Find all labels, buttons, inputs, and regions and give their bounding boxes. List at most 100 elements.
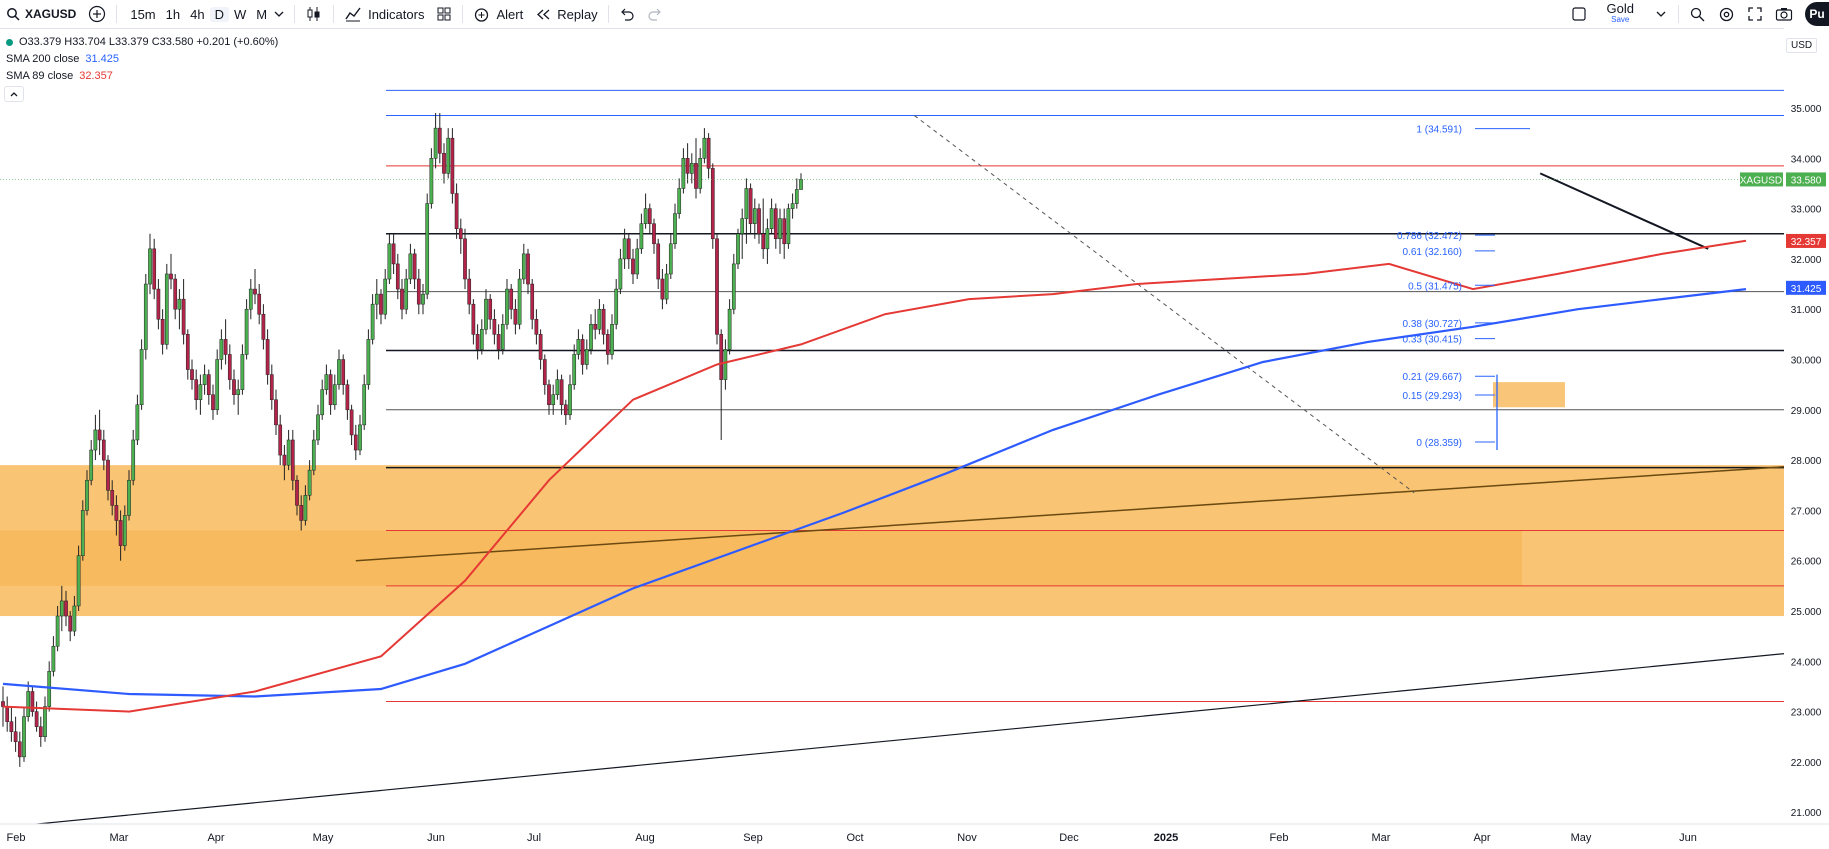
candle-129 (542, 359, 547, 385)
time-axis[interactable]: Feb Mar Apr May Jun Jul Aug Sep Oct Nov Dec 2025 Feb… (0, 823, 1829, 849)
candle-115 (484, 298, 488, 330)
expand-button[interactable] (1741, 0, 1769, 28)
candle-141 (593, 324, 598, 330)
interval-m[interactable]: M (256, 6, 268, 22)
layouts-button[interactable] (430, 0, 458, 28)
candle-18 (76, 555, 81, 607)
candle-131 (551, 394, 556, 406)
fib-label-7: 0.15 (29.293) (1403, 391, 1463, 402)
candle-86 (362, 384, 367, 426)
fullscreen-toggle[interactable] (1565, 0, 1593, 28)
candle-95 (400, 288, 404, 310)
compare-button[interactable] (82, 0, 112, 28)
candle-162 (681, 158, 686, 189)
candle-183 (769, 208, 774, 229)
price-badge-bg (1786, 172, 1826, 187)
candle-103 (433, 127, 438, 159)
trend-lines-layer (2, 115, 1810, 828)
snapshot-button[interactable] (1769, 0, 1799, 28)
candle-82 (345, 384, 350, 411)
chevron-down-icon[interactable] (272, 7, 286, 21)
sma89-row[interactable]: SMA 89 close 32.357 (6, 68, 278, 85)
sma200-row[interactable]: SMA 200 close 31.425 (6, 51, 278, 68)
publish-button[interactable]: Pu (1805, 2, 1829, 26)
candle-133 (559, 379, 564, 406)
interval-1h[interactable]: 1h (165, 6, 181, 22)
legend-collapse-button[interactable] (4, 86, 24, 102)
time-tick-label: Nov (957, 832, 977, 844)
indicators-icon (345, 7, 361, 22)
candle-147 (618, 258, 623, 290)
candle-40 (169, 273, 173, 280)
candle-20 (85, 479, 89, 511)
candles-layer (1, 113, 803, 767)
interval-d[interactable]: D (209, 6, 229, 22)
candle-25 (106, 459, 110, 491)
candle-186 (782, 218, 787, 245)
square-icon (1571, 7, 1586, 21)
sma200-value: 31.425 (85, 53, 120, 65)
plus-circle-icon (89, 5, 106, 23)
candle-31 (131, 439, 136, 481)
candle-132 (555, 379, 560, 395)
candle-73 (307, 469, 312, 496)
candle-51 (215, 359, 220, 411)
zone-2 (1493, 382, 1565, 408)
candle-166 (698, 158, 703, 189)
candle-149 (626, 238, 631, 260)
fib-label-1: 0.786 (32.472) (1397, 231, 1462, 242)
candle-118 (496, 334, 501, 350)
settings-button[interactable] (1712, 0, 1741, 28)
candle-156 (656, 243, 661, 280)
candle-91 (383, 278, 388, 315)
candle-97 (408, 253, 413, 280)
magnifier-icon (1690, 7, 1705, 21)
horizontal-lines-layer (386, 89, 1784, 703)
candle-77 (324, 374, 329, 390)
candle-108 (454, 193, 459, 229)
redo-button[interactable] (641, 0, 669, 28)
sma89-line (2, 239, 1747, 713)
interval-4h[interactable]: 4h (190, 6, 205, 22)
candle-4 (17, 741, 22, 758)
alert-button[interactable]: Alert (467, 0, 529, 28)
layout-dropdown[interactable] (1648, 0, 1674, 28)
candle-104 (437, 127, 442, 154)
price-tick-label: 31.000 (1791, 305, 1822, 316)
candle-119 (500, 324, 505, 350)
interval-w[interactable]: W (233, 6, 247, 22)
candle-48 (202, 374, 207, 385)
chart-type-button[interactable] (299, 0, 329, 28)
price-tick-label: 21.000 (1791, 808, 1822, 819)
layout-selector[interactable]: Gold Save (1593, 0, 1648, 28)
candle-50 (211, 394, 215, 411)
candle-173 (727, 308, 732, 350)
interval-15m[interactable]: 15m (130, 6, 156, 22)
quick-search-button[interactable] (1683, 0, 1712, 28)
candle-15 (64, 600, 68, 617)
candle-151 (635, 248, 640, 275)
price-axis[interactable]: 35.000 34.000 33.000 32.000 31.000 30.000 29.0… (0, 28, 1829, 824)
candle-10 (43, 706, 47, 738)
candle-153 (643, 208, 648, 224)
currency-selector[interactable]: USD (1786, 38, 1818, 53)
replay-button[interactable]: Replay (529, 0, 603, 28)
undo-button[interactable] (613, 0, 641, 28)
symbol-search[interactable]: XAGUSD (0, 0, 82, 28)
candle-188 (790, 203, 795, 209)
indicators-button[interactable]: Indicators (338, 0, 430, 28)
candle-96 (404, 278, 409, 310)
price-chart[interactable]: 1 (34.591) 0.786 (32.472) 0.61 (32.160) 0.5… (0, 28, 1829, 849)
candle-85 (358, 424, 362, 451)
time-tick-label: Aug (635, 832, 655, 844)
candle-105 (442, 153, 446, 174)
candle-99 (416, 278, 421, 305)
candle-53 (223, 339, 228, 355)
price-badge-value: 32.357 (1791, 237, 1822, 248)
sma89-label: SMA 89 close (6, 70, 74, 82)
candle-154 (647, 208, 652, 224)
candle-71 (299, 505, 304, 521)
candle-43 (181, 298, 186, 335)
candle-11 (47, 671, 52, 707)
time-tick-label: Apr (1473, 832, 1490, 844)
